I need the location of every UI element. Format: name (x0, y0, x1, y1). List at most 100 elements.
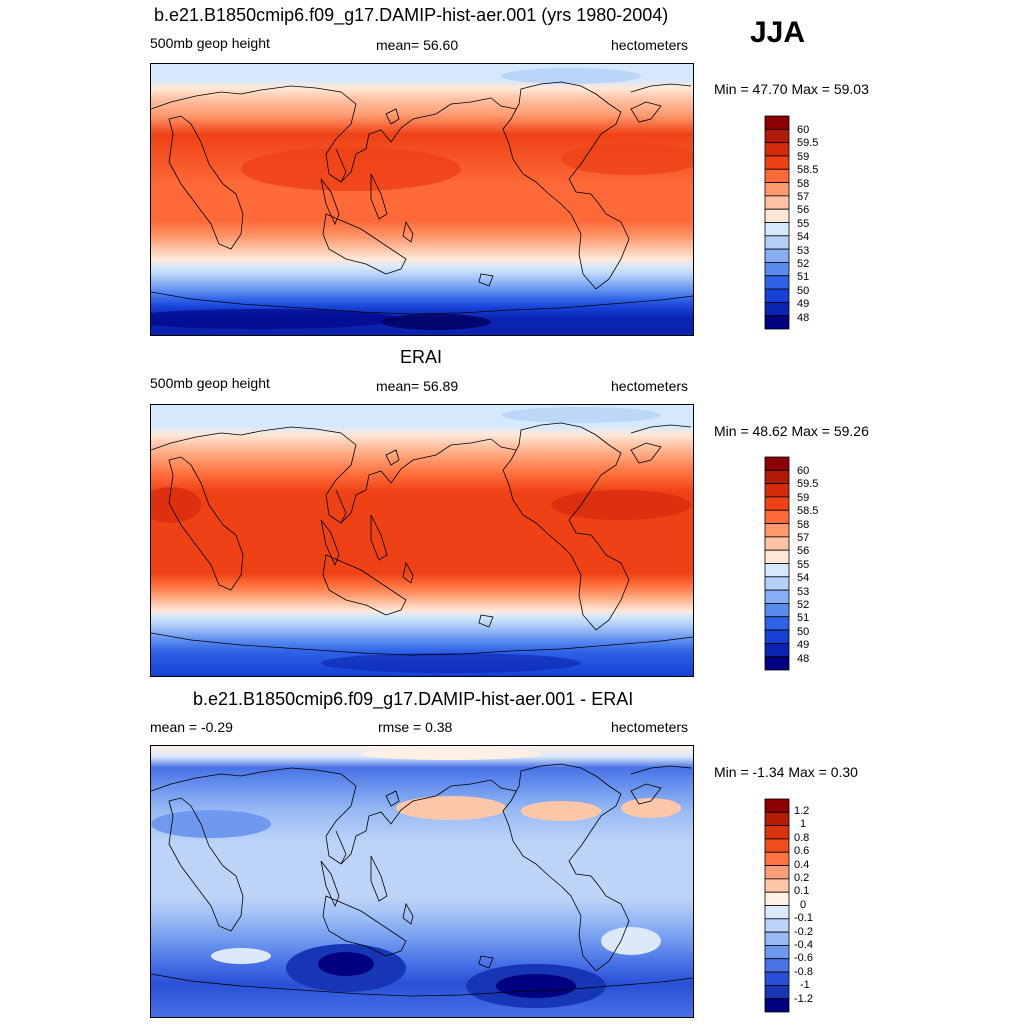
panel3-coastlines (151, 763, 693, 997)
panel1-colorbar-swatch (764, 275, 790, 290)
panel2-colorbar-swatch (764, 549, 790, 564)
panel1-colorbar-labels: 60 59.5 59 58.5 58 57 56 55 54 53 52 51 … (797, 115, 837, 330)
panel3-minmax-label: Min = -1.34 Max = 0.30 (714, 764, 858, 780)
panel2-colorbar-swatch (764, 563, 790, 578)
panel2-colorbar-tick: 48 (797, 653, 810, 665)
panel3-colorbar-tick: 1.2 (794, 805, 810, 817)
panel3-colorbar (764, 798, 824, 1013)
panel3-colorbar-tick: -1 (800, 979, 810, 991)
panel3-units-label: hectometers (611, 719, 689, 735)
panel2-colorbar-swatch (764, 642, 790, 658)
panel3-colorbar-tick: 0.6 (794, 845, 810, 857)
panel3-mean-label: mean = -0.29 (150, 719, 233, 735)
panel3-colorbar-tick: -0.6 (794, 952, 813, 964)
panel1-colorbar-tick: 57 (797, 191, 810, 203)
panel3-colorbar-swatch (764, 998, 790, 1013)
panel2-colorbar-swatch (764, 456, 790, 471)
panel2-colorbar-swatch (764, 469, 790, 485)
panel3-map (150, 745, 694, 1018)
panel3-colorbar-tick: 1 (800, 818, 807, 830)
panel1-colorbar-swatch (764, 288, 790, 303)
panel1-coastlines (151, 81, 693, 315)
panel1-colorbar-tick: 51 (797, 271, 810, 283)
panel1-colorbar-tick: 49 (797, 298, 810, 310)
panel3-colorbar-tick: 0.2 (794, 872, 810, 884)
panel1-map (150, 63, 694, 336)
panel1-colorbar-swatch (764, 142, 790, 157)
panel3-colorbar-swatch (764, 825, 790, 840)
season-label: JJA (750, 16, 806, 49)
panel1-colorbar-tick: 54 (797, 231, 810, 243)
panel1-variable-label: 500mb geop height (150, 35, 270, 51)
panel1-colorbar-swatch (764, 222, 790, 237)
panel1-colorbar-tick: 60 (797, 124, 810, 136)
panel2-colorbar-swatch (764, 496, 790, 511)
panel2-colorbar-tick: 57 (797, 532, 810, 544)
panel3-colorbar-swatch (764, 851, 790, 866)
panel3-colorbar-tick: -1.2 (794, 993, 813, 1005)
panel1-colorbar-swatch (764, 115, 790, 130)
panel3-colorbar-swatch (764, 971, 790, 986)
panel1-colorbar-tick: 58.5 (797, 164, 819, 176)
panel2-colorbar-tick: 51 (797, 612, 810, 624)
panel2-colorbar-swatch (764, 576, 790, 591)
panel3-colorbar-swatch (764, 945, 790, 960)
panel1-colorbar-swatch (764, 155, 790, 170)
panel1-colorbar-tick: 53 (797, 245, 810, 257)
panel2-map (150, 404, 694, 677)
panel3-colorbar-swatch (764, 798, 790, 813)
panel3-colorbar-swatch (764, 878, 790, 893)
panel2-colorbar-swatch (764, 536, 790, 551)
panel1-minmax-label: Min = 47.70 Max = 59.03 (714, 81, 869, 97)
panel2-colorbar-swatch (764, 629, 790, 644)
panel2-colorbar-tick: 56 (797, 545, 810, 557)
panel2-colorbar-tick: 53 (797, 586, 810, 598)
panel3-colorbar-swatch (764, 891, 790, 906)
panel2-colorbar-tick: 50 (797, 626, 810, 638)
panel3-colorbar-tick: 0.1 (794, 885, 810, 897)
panel2-colorbar-swatch (764, 523, 790, 538)
panel2-units-label: hectometers (611, 378, 689, 394)
panel2-colorbar-tick: 49 (797, 639, 810, 651)
panel1-colorbar-swatch (764, 301, 790, 317)
panel3-colorbar-tick: -0.8 (794, 966, 813, 978)
panel3-colorbar-swatch (764, 931, 790, 946)
panel1-colorbar-swatch (764, 168, 790, 183)
panel3-colorbar-labels: 1.2 1 0.8 0.6 0.4 0.2 0.1 0 -0.1 -0.2 -0… (794, 798, 834, 1013)
panel3-colorbar-tick: -0.4 (794, 939, 813, 951)
panel3-colorbar-swatch (764, 984, 790, 1000)
panel2-variable-label: 500mb geop height (150, 375, 270, 391)
panel1-colorbar-swatch (764, 195, 790, 210)
panel1-colorbar (764, 115, 824, 330)
panel1-title: b.e21.B1850cmip6.f09_g17.DAMIP-hist-aer.… (154, 5, 669, 25)
panel1-colorbar-tick: 52 (797, 258, 810, 270)
panel3-colorbar-swatch (764, 918, 790, 933)
panel2-colorbar-tick: 58 (797, 519, 810, 531)
panel1-colorbar-swatch (764, 128, 790, 144)
panel2-colorbar-tick: 54 (797, 572, 810, 584)
panel2-colorbar-tick: 59.5 (797, 478, 819, 490)
panel3-colorbar-tick: 0.8 (794, 832, 810, 844)
panel2-colorbar-tick: 60 (797, 465, 810, 477)
panel2-coastlines (151, 422, 693, 656)
panel2-colorbar-tick: 58.5 (797, 505, 819, 517)
panel1-colorbar-swatch (764, 235, 790, 250)
panel2-colorbar (764, 456, 824, 671)
panel2-colorbar-tick: 59 (797, 492, 810, 504)
panel2-colorbar-swatch (764, 603, 790, 618)
panel1-colorbar-swatch (764, 248, 790, 263)
panel3-rmse-label: rmse = 0.38 (378, 719, 453, 735)
panel3-colorbar-tick: -0.2 (794, 926, 813, 938)
panel2-colorbar-swatch (764, 509, 790, 524)
panel3-colorbar-swatch (764, 811, 790, 827)
panel3-colorbar-tick: 0 (800, 899, 807, 911)
panel2-colorbar-labels: 60 59.5 59 58.5 58 57 56 55 54 53 52 51 … (797, 456, 837, 671)
panel2-colorbar-tick: 52 (797, 599, 810, 611)
panel1-colorbar-tick: 59 (797, 151, 810, 163)
panel1-colorbar-tick: 58 (797, 178, 810, 190)
panel3-colorbar-swatch (764, 865, 790, 880)
panel1-colorbar-swatch (764, 262, 790, 277)
panel3-colorbar-tick: -0.1 (794, 912, 813, 924)
panel1-colorbar-tick: 48 (797, 312, 810, 324)
panel1-colorbar-swatch (764, 182, 790, 197)
